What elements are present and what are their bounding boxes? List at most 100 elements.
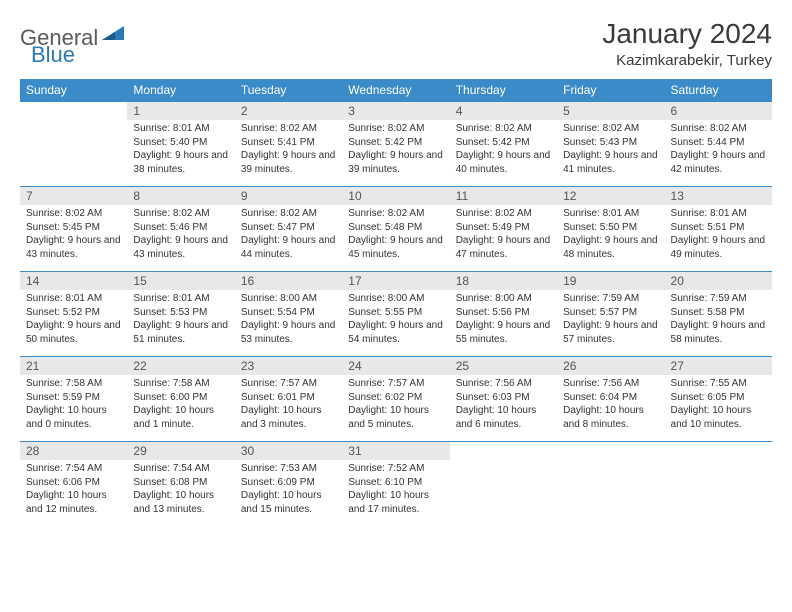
calendar-day-cell: 13Sunrise: 8:01 AMSunset: 5:51 PMDayligh… <box>665 187 772 272</box>
calendar-day-cell: 19Sunrise: 7:59 AMSunset: 5:57 PMDayligh… <box>557 272 664 357</box>
calendar-table: Sunday Monday Tuesday Wednesday Thursday… <box>20 79 772 527</box>
day-number <box>665 442 772 460</box>
day-number: 29 <box>127 442 234 460</box>
day-number: 17 <box>342 272 449 290</box>
day-number: 18 <box>450 272 557 290</box>
day-number: 21 <box>20 357 127 375</box>
calendar-day-cell: 8Sunrise: 8:02 AMSunset: 5:46 PMDaylight… <box>127 187 234 272</box>
day-number: 27 <box>665 357 772 375</box>
day-number: 14 <box>20 272 127 290</box>
calendar-day-cell: 29Sunrise: 7:54 AMSunset: 6:08 PMDayligh… <box>127 442 234 527</box>
day-text: Sunrise: 7:57 AMSunset: 6:01 PMDaylight:… <box>235 375 342 435</box>
day-text: Sunrise: 8:01 AMSunset: 5:51 PMDaylight:… <box>665 205 772 265</box>
weekday-header: Friday <box>557 79 664 102</box>
day-text: Sunrise: 7:57 AMSunset: 6:02 PMDaylight:… <box>342 375 449 435</box>
day-text: Sunrise: 8:00 AMSunset: 5:54 PMDaylight:… <box>235 290 342 350</box>
calendar-day-cell: 1Sunrise: 8:01 AMSunset: 5:40 PMDaylight… <box>127 102 234 187</box>
day-text: Sunrise: 8:02 AMSunset: 5:44 PMDaylight:… <box>665 120 772 180</box>
day-text: Sunrise: 8:00 AMSunset: 5:56 PMDaylight:… <box>450 290 557 350</box>
day-text: Sunrise: 7:58 AMSunset: 6:00 PMDaylight:… <box>127 375 234 435</box>
calendar-day-cell: 20Sunrise: 7:59 AMSunset: 5:58 PMDayligh… <box>665 272 772 357</box>
day-text: Sunrise: 8:02 AMSunset: 5:48 PMDaylight:… <box>342 205 449 265</box>
calendar-day-cell: 15Sunrise: 8:01 AMSunset: 5:53 PMDayligh… <box>127 272 234 357</box>
day-text: Sunrise: 8:01 AMSunset: 5:40 PMDaylight:… <box>127 120 234 180</box>
day-number: 31 <box>342 442 449 460</box>
day-text: Sunrise: 7:58 AMSunset: 5:59 PMDaylight:… <box>20 375 127 435</box>
calendar-day-cell: 23Sunrise: 7:57 AMSunset: 6:01 PMDayligh… <box>235 357 342 442</box>
calendar-day-cell: 12Sunrise: 8:01 AMSunset: 5:50 PMDayligh… <box>557 187 664 272</box>
day-number: 8 <box>127 187 234 205</box>
calendar-day-cell: 25Sunrise: 7:56 AMSunset: 6:03 PMDayligh… <box>450 357 557 442</box>
calendar-week-row: 21Sunrise: 7:58 AMSunset: 5:59 PMDayligh… <box>20 357 772 442</box>
day-number: 16 <box>235 272 342 290</box>
day-text: Sunrise: 7:55 AMSunset: 6:05 PMDaylight:… <box>665 375 772 435</box>
day-number: 1 <box>127 102 234 120</box>
weekday-header: Wednesday <box>342 79 449 102</box>
calendar-day-cell: 27Sunrise: 7:55 AMSunset: 6:05 PMDayligh… <box>665 357 772 442</box>
calendar-day-cell: 10Sunrise: 8:02 AMSunset: 5:48 PMDayligh… <box>342 187 449 272</box>
day-text: Sunrise: 8:02 AMSunset: 5:42 PMDaylight:… <box>450 120 557 180</box>
logo-text-blue-wrap: Blue <box>30 42 75 68</box>
calendar-day-cell: 16Sunrise: 8:00 AMSunset: 5:54 PMDayligh… <box>235 272 342 357</box>
calendar-day-cell: 9Sunrise: 8:02 AMSunset: 5:47 PMDaylight… <box>235 187 342 272</box>
weekday-header: Sunday <box>20 79 127 102</box>
calendar-header-row: Sunday Monday Tuesday Wednesday Thursday… <box>20 79 772 102</box>
logo-text-blue: Blue <box>31 42 75 67</box>
calendar-day-cell: 26Sunrise: 7:56 AMSunset: 6:04 PMDayligh… <box>557 357 664 442</box>
location-label: Kazimkarabekir, Turkey <box>602 52 772 69</box>
day-text: Sunrise: 8:01 AMSunset: 5:52 PMDaylight:… <box>20 290 127 350</box>
calendar-day-cell: 30Sunrise: 7:53 AMSunset: 6:09 PMDayligh… <box>235 442 342 527</box>
day-number: 7 <box>20 187 127 205</box>
calendar-day-cell: 17Sunrise: 8:00 AMSunset: 5:55 PMDayligh… <box>342 272 449 357</box>
day-number <box>20 102 127 120</box>
day-number: 2 <box>235 102 342 120</box>
calendar-week-row: 28Sunrise: 7:54 AMSunset: 6:06 PMDayligh… <box>20 442 772 527</box>
day-number: 12 <box>557 187 664 205</box>
weekday-header: Thursday <box>450 79 557 102</box>
calendar-day-cell: 6Sunrise: 8:02 AMSunset: 5:44 PMDaylight… <box>665 102 772 187</box>
calendar-week-row: 1Sunrise: 8:01 AMSunset: 5:40 PMDaylight… <box>20 102 772 187</box>
calendar-day-cell: 11Sunrise: 8:02 AMSunset: 5:49 PMDayligh… <box>450 187 557 272</box>
calendar-day-cell: 5Sunrise: 8:02 AMSunset: 5:43 PMDaylight… <box>557 102 664 187</box>
day-number: 3 <box>342 102 449 120</box>
calendar-day-cell: 24Sunrise: 7:57 AMSunset: 6:02 PMDayligh… <box>342 357 449 442</box>
calendar-week-row: 14Sunrise: 8:01 AMSunset: 5:52 PMDayligh… <box>20 272 772 357</box>
calendar-day-cell: 22Sunrise: 7:58 AMSunset: 6:00 PMDayligh… <box>127 357 234 442</box>
calendar-day-cell <box>665 442 772 527</box>
day-text: Sunrise: 7:59 AMSunset: 5:57 PMDaylight:… <box>557 290 664 350</box>
day-text: Sunrise: 7:52 AMSunset: 6:10 PMDaylight:… <box>342 460 449 520</box>
day-text: Sunrise: 8:02 AMSunset: 5:42 PMDaylight:… <box>342 120 449 180</box>
day-text: Sunrise: 8:00 AMSunset: 5:55 PMDaylight:… <box>342 290 449 350</box>
day-text: Sunrise: 7:56 AMSunset: 6:03 PMDaylight:… <box>450 375 557 435</box>
day-number: 11 <box>450 187 557 205</box>
calendar-day-cell: 18Sunrise: 8:00 AMSunset: 5:56 PMDayligh… <box>450 272 557 357</box>
day-number: 10 <box>342 187 449 205</box>
day-text: Sunrise: 8:02 AMSunset: 5:49 PMDaylight:… <box>450 205 557 265</box>
day-number: 30 <box>235 442 342 460</box>
calendar-day-cell: 28Sunrise: 7:54 AMSunset: 6:06 PMDayligh… <box>20 442 127 527</box>
weekday-header: Tuesday <box>235 79 342 102</box>
day-number: 22 <box>127 357 234 375</box>
day-number: 6 <box>665 102 772 120</box>
day-text: Sunrise: 7:59 AMSunset: 5:58 PMDaylight:… <box>665 290 772 350</box>
weekday-header: Saturday <box>665 79 772 102</box>
day-text: Sunrise: 7:56 AMSunset: 6:04 PMDaylight:… <box>557 375 664 435</box>
day-number: 15 <box>127 272 234 290</box>
calendar-week-row: 7Sunrise: 8:02 AMSunset: 5:45 PMDaylight… <box>20 187 772 272</box>
day-text: Sunrise: 8:01 AMSunset: 5:53 PMDaylight:… <box>127 290 234 350</box>
day-text: Sunrise: 8:01 AMSunset: 5:50 PMDaylight:… <box>557 205 664 265</box>
day-text: Sunrise: 8:02 AMSunset: 5:41 PMDaylight:… <box>235 120 342 180</box>
day-number: 19 <box>557 272 664 290</box>
calendar-day-cell: 21Sunrise: 7:58 AMSunset: 5:59 PMDayligh… <box>20 357 127 442</box>
day-text: Sunrise: 8:02 AMSunset: 5:47 PMDaylight:… <box>235 205 342 265</box>
day-text: Sunrise: 7:54 AMSunset: 6:06 PMDaylight:… <box>20 460 127 520</box>
calendar-day-cell <box>20 102 127 187</box>
day-text: Sunrise: 8:02 AMSunset: 5:45 PMDaylight:… <box>20 205 127 265</box>
title-block: January 2024 Kazimkarabekir, Turkey <box>602 18 772 69</box>
calendar-day-cell: 31Sunrise: 7:52 AMSunset: 6:10 PMDayligh… <box>342 442 449 527</box>
day-text: Sunrise: 7:54 AMSunset: 6:08 PMDaylight:… <box>127 460 234 520</box>
calendar-body: 1Sunrise: 8:01 AMSunset: 5:40 PMDaylight… <box>20 102 772 527</box>
day-number: 28 <box>20 442 127 460</box>
day-number: 25 <box>450 357 557 375</box>
day-number <box>557 442 664 460</box>
